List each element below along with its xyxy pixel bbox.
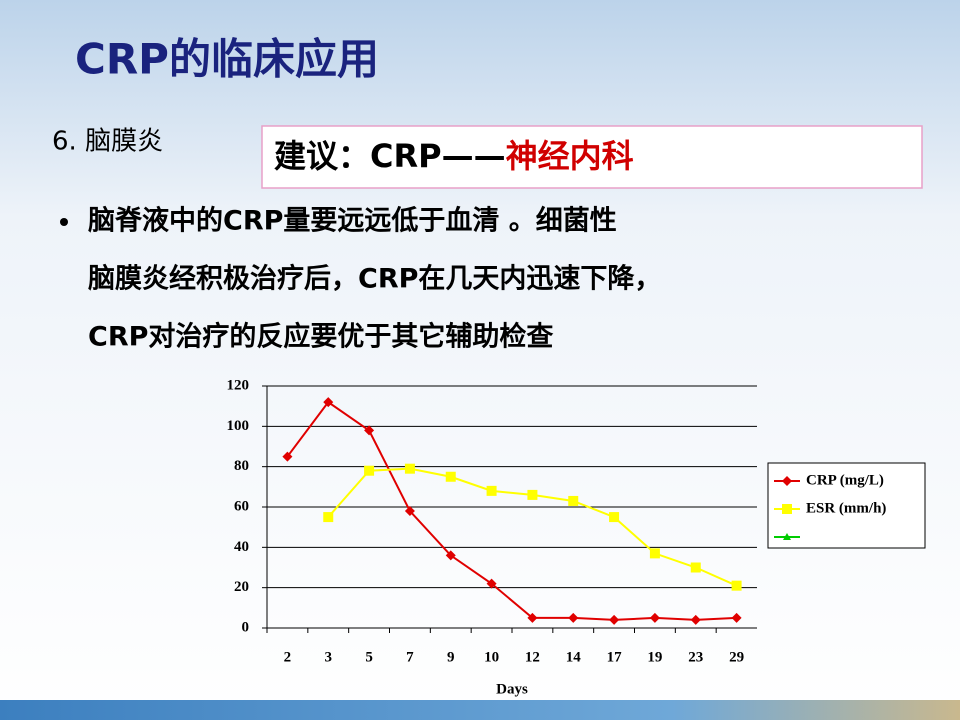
marker xyxy=(649,612,660,623)
x-axis-label: Days xyxy=(496,681,528,697)
x-tick-label: 23 xyxy=(688,649,703,665)
marker xyxy=(609,614,620,625)
bullet-line: CRP对治疗的反应要优于其它辅助检查 xyxy=(88,321,553,353)
x-tick-label: 2 xyxy=(284,649,292,665)
marker xyxy=(782,476,792,486)
marker xyxy=(486,578,497,589)
marker xyxy=(282,451,293,462)
bullet-line: 脑膜炎经积极治疗后，CRP在几天内迅速下降， xyxy=(88,263,661,295)
series-line xyxy=(286,400,737,621)
y-tick-label: 100 xyxy=(227,418,250,434)
marker xyxy=(609,512,620,523)
marker xyxy=(731,612,742,623)
marker xyxy=(783,533,791,540)
marker xyxy=(649,548,660,559)
bottom-strip xyxy=(0,700,960,720)
marker xyxy=(568,612,579,623)
marker xyxy=(323,397,334,408)
marker xyxy=(731,580,742,591)
advice: 建议：CRP——神经内科 xyxy=(274,137,634,175)
marker xyxy=(364,425,375,436)
legend-box xyxy=(767,462,926,549)
advice-highlight: 神经内科 xyxy=(506,137,634,175)
marker xyxy=(782,504,792,514)
x-tick-label: 29 xyxy=(729,649,744,665)
advice-box xyxy=(261,125,923,189)
bullet-line: 脑脊液中的CRP量要远远低于血清 。细菌性 xyxy=(88,205,617,237)
marker xyxy=(404,506,415,517)
x-tick-label: 9 xyxy=(447,649,455,665)
y-tick-label: 60 xyxy=(234,498,249,514)
marker xyxy=(323,512,334,523)
y-tick-label: 40 xyxy=(234,539,249,555)
marker xyxy=(445,550,456,561)
legend-label: ESR (mm/h) xyxy=(806,500,886,516)
x-tick-label: 14 xyxy=(566,649,582,665)
marker xyxy=(364,465,375,476)
advice-lead: 建议：CRP—— xyxy=(274,137,506,175)
x-tick-label: 19 xyxy=(647,649,662,665)
marker xyxy=(527,489,538,500)
marker xyxy=(690,562,701,573)
y-tick-label: 120 xyxy=(227,377,250,393)
marker xyxy=(568,495,579,506)
x-tick-label: 10 xyxy=(484,649,499,665)
y-tick-label: 80 xyxy=(234,458,249,474)
marker xyxy=(527,612,538,623)
marker xyxy=(445,471,456,482)
x-tick-label: 17 xyxy=(607,649,623,665)
marker xyxy=(404,463,415,474)
x-tick-label: 3 xyxy=(325,649,333,665)
bullet xyxy=(60,218,68,226)
section: 6. 脑膜炎 xyxy=(52,127,163,157)
x-tick-label: 12 xyxy=(525,649,540,665)
marker xyxy=(690,614,701,625)
y-tick-label: 20 xyxy=(234,579,249,595)
marker xyxy=(486,485,497,496)
legend-label: CRP (mg/L) xyxy=(806,472,884,488)
x-tick-label: 5 xyxy=(365,649,373,665)
y-tick-label: 0 xyxy=(242,619,250,635)
slide-title: CRP的临床应用 xyxy=(75,35,379,84)
x-tick-label: 7 xyxy=(406,649,414,665)
